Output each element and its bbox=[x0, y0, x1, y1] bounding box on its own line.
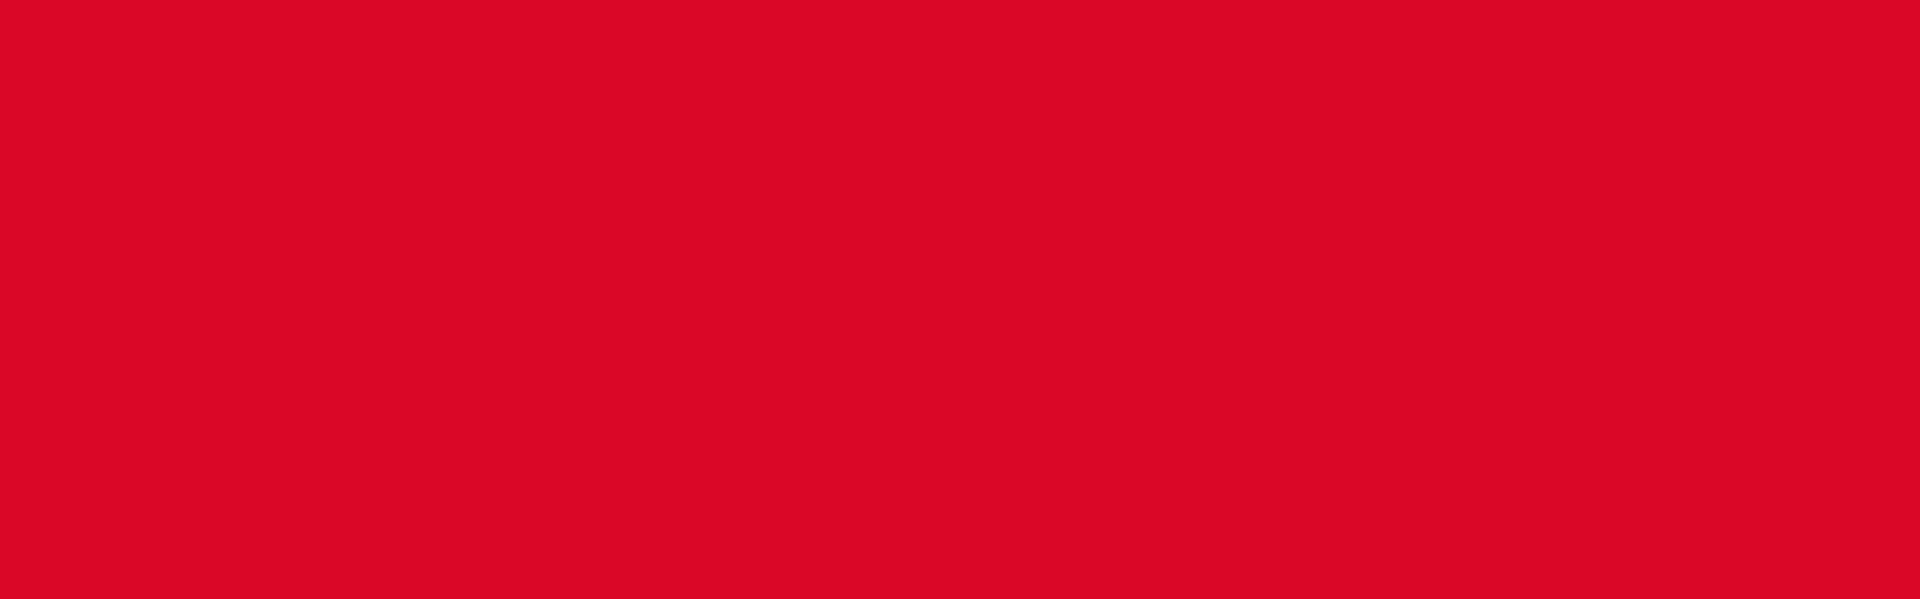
solid-red-background bbox=[0, 0, 1920, 599]
